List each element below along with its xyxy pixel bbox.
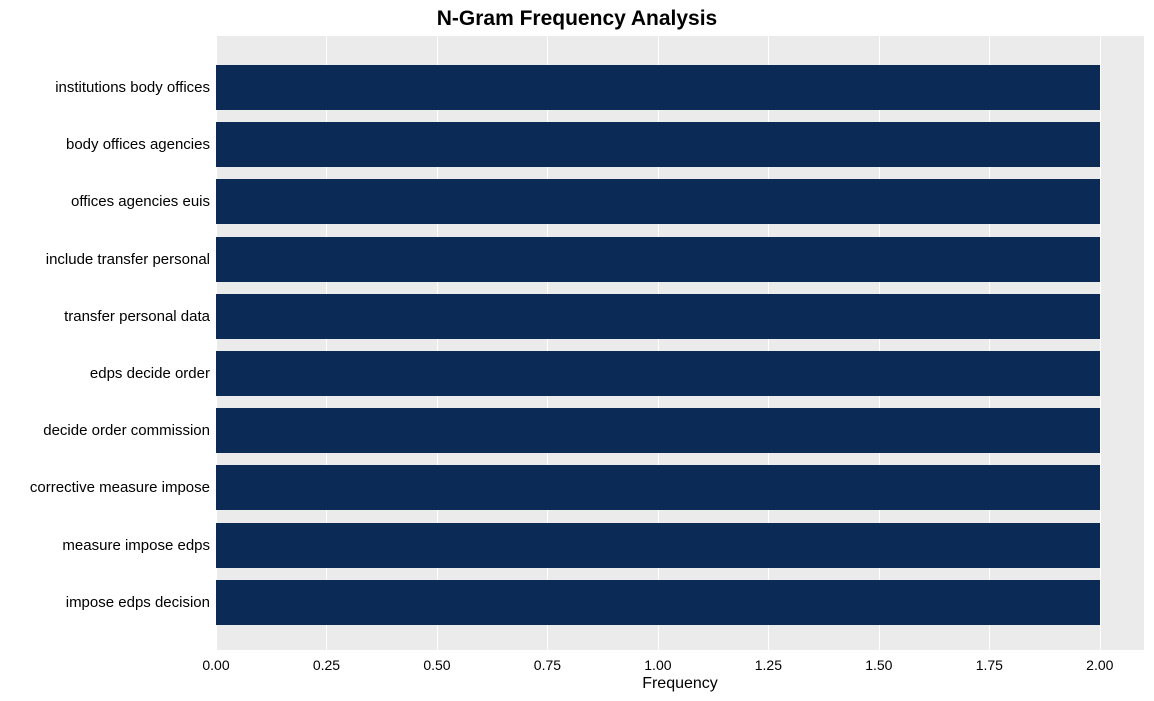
- x-tick-label: 0.00: [202, 657, 229, 673]
- bar: [216, 294, 1100, 339]
- bar: [216, 408, 1100, 453]
- x-tick-label: 1.75: [976, 657, 1003, 673]
- bar: [216, 65, 1100, 110]
- x-axis-label: Frequency: [216, 675, 1144, 693]
- y-tick-label: transfer personal data: [64, 308, 210, 325]
- y-tick-label: offices agencies euis: [71, 193, 210, 210]
- y-tick-label: body offices agencies: [66, 136, 210, 153]
- bar: [216, 580, 1100, 625]
- y-tick-label: corrective measure impose: [30, 479, 210, 496]
- grid-line: [1100, 36, 1101, 650]
- x-tick-label: 1.50: [865, 657, 892, 673]
- y-tick-label: impose edps decision: [66, 594, 210, 611]
- bar: [216, 523, 1100, 568]
- x-tick-label: 1.25: [755, 657, 782, 673]
- bar: [216, 179, 1100, 224]
- bar: [216, 351, 1100, 396]
- y-tick-label: edps decide order: [90, 365, 210, 382]
- bar: [216, 237, 1100, 282]
- x-tick-label: 0.75: [534, 657, 561, 673]
- ngram-chart: N-Gram Frequency Analysis Frequency 0.00…: [0, 0, 1154, 701]
- y-tick-label: include transfer personal: [46, 251, 210, 268]
- x-tick-label: 1.00: [644, 657, 671, 673]
- plot-area: [216, 36, 1144, 650]
- bar: [216, 465, 1100, 510]
- x-tick-label: 0.25: [313, 657, 340, 673]
- x-tick-label: 0.50: [423, 657, 450, 673]
- x-tick-label: 2.00: [1086, 657, 1113, 673]
- bar: [216, 122, 1100, 167]
- y-tick-label: institutions body offices: [55, 79, 210, 96]
- y-tick-label: decide order commission: [43, 422, 210, 439]
- chart-title: N-Gram Frequency Analysis: [0, 7, 1154, 31]
- y-tick-label: measure impose edps: [62, 537, 210, 554]
